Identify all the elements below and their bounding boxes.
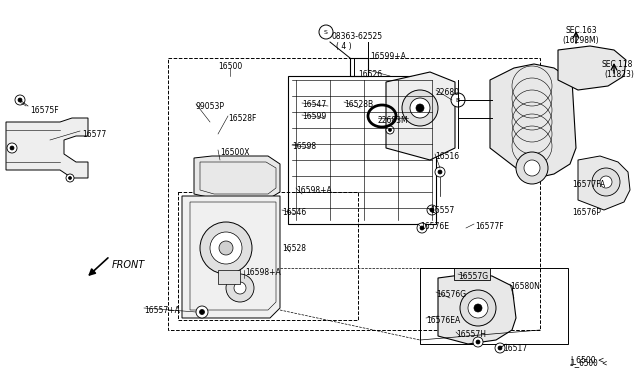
Polygon shape	[438, 274, 516, 344]
Circle shape	[435, 167, 445, 177]
Circle shape	[524, 160, 540, 176]
Circle shape	[66, 174, 74, 182]
Text: 16500: 16500	[218, 62, 243, 71]
Circle shape	[498, 346, 502, 350]
Text: 16546: 16546	[282, 208, 307, 217]
Text: 16528F: 16528F	[228, 114, 257, 123]
Circle shape	[68, 176, 72, 180]
Text: J_6500 <: J_6500 <	[570, 358, 607, 367]
Circle shape	[416, 104, 424, 112]
Circle shape	[410, 98, 430, 118]
Text: SEC.163: SEC.163	[566, 26, 598, 35]
Text: 08363-62525: 08363-62525	[332, 32, 383, 41]
Text: (11823): (11823)	[604, 70, 634, 79]
Circle shape	[386, 126, 394, 134]
Circle shape	[430, 208, 434, 212]
Circle shape	[319, 25, 333, 39]
Text: 16598: 16598	[292, 142, 316, 151]
Circle shape	[15, 95, 25, 105]
Circle shape	[200, 222, 252, 274]
Bar	[420, 268, 568, 344]
Text: 16576EA: 16576EA	[426, 316, 460, 325]
Circle shape	[402, 90, 438, 126]
Text: 16577: 16577	[82, 130, 106, 139]
Text: 16557+A: 16557+A	[144, 306, 180, 315]
Circle shape	[451, 93, 465, 107]
Circle shape	[210, 232, 242, 264]
Polygon shape	[490, 64, 576, 178]
Circle shape	[473, 337, 483, 347]
Text: 16599: 16599	[302, 112, 326, 121]
Text: 22683M: 22683M	[378, 116, 408, 125]
Bar	[454, 268, 490, 280]
Bar	[178, 192, 358, 320]
Text: ( 4 ): ( 4 )	[336, 42, 351, 51]
Circle shape	[420, 226, 424, 230]
Polygon shape	[194, 156, 280, 198]
Circle shape	[476, 340, 480, 344]
Circle shape	[196, 306, 208, 318]
Circle shape	[592, 168, 620, 196]
Circle shape	[460, 290, 496, 326]
Circle shape	[388, 128, 392, 131]
Polygon shape	[578, 156, 630, 210]
Text: 16528: 16528	[282, 244, 306, 253]
Polygon shape	[558, 46, 626, 90]
Text: 16577F: 16577F	[475, 222, 504, 231]
Text: 16575F: 16575F	[30, 106, 59, 115]
Polygon shape	[182, 196, 280, 318]
Text: J_6500 <: J_6500 <	[570, 356, 604, 365]
Bar	[218, 270, 240, 284]
Circle shape	[438, 170, 442, 174]
Circle shape	[600, 176, 612, 188]
Text: 16547: 16547	[302, 100, 326, 109]
Text: 22680: 22680	[436, 88, 460, 97]
Text: SEC.118: SEC.118	[602, 60, 634, 69]
Text: (16298M): (16298M)	[562, 36, 598, 45]
Text: 16599+A: 16599+A	[370, 52, 406, 61]
Text: 16557H: 16557H	[456, 330, 486, 339]
Text: 16576G: 16576G	[436, 290, 466, 299]
Text: B: B	[456, 97, 460, 103]
Text: 16576E: 16576E	[420, 222, 449, 231]
Polygon shape	[6, 118, 88, 178]
Polygon shape	[386, 72, 455, 160]
Text: 16598+A: 16598+A	[245, 268, 281, 277]
Circle shape	[417, 223, 427, 233]
Circle shape	[427, 205, 437, 215]
Text: 16576P: 16576P	[572, 208, 601, 217]
Text: 16577FA: 16577FA	[572, 180, 605, 189]
Circle shape	[219, 241, 233, 255]
Circle shape	[226, 274, 254, 302]
Text: 16580N: 16580N	[510, 282, 540, 291]
Text: 16557G: 16557G	[458, 272, 488, 281]
Circle shape	[7, 143, 17, 153]
Circle shape	[234, 282, 246, 294]
Circle shape	[18, 98, 22, 102]
Circle shape	[516, 152, 548, 184]
Text: FRONT: FRONT	[112, 260, 145, 270]
Text: 16598+A: 16598+A	[296, 186, 332, 195]
Bar	[168, 58, 540, 330]
Circle shape	[474, 304, 482, 312]
Text: 16528B: 16528B	[344, 100, 373, 109]
Circle shape	[200, 310, 205, 314]
Text: 16517: 16517	[503, 344, 527, 353]
Text: 16516: 16516	[435, 152, 459, 161]
Text: 16526: 16526	[358, 70, 382, 79]
Text: 16557: 16557	[430, 206, 454, 215]
Circle shape	[468, 298, 488, 318]
Circle shape	[10, 146, 14, 150]
Bar	[288, 76, 436, 224]
Text: 16500X: 16500X	[220, 148, 250, 157]
Text: S: S	[324, 29, 328, 35]
Circle shape	[495, 343, 505, 353]
Text: 99053P: 99053P	[196, 102, 225, 111]
